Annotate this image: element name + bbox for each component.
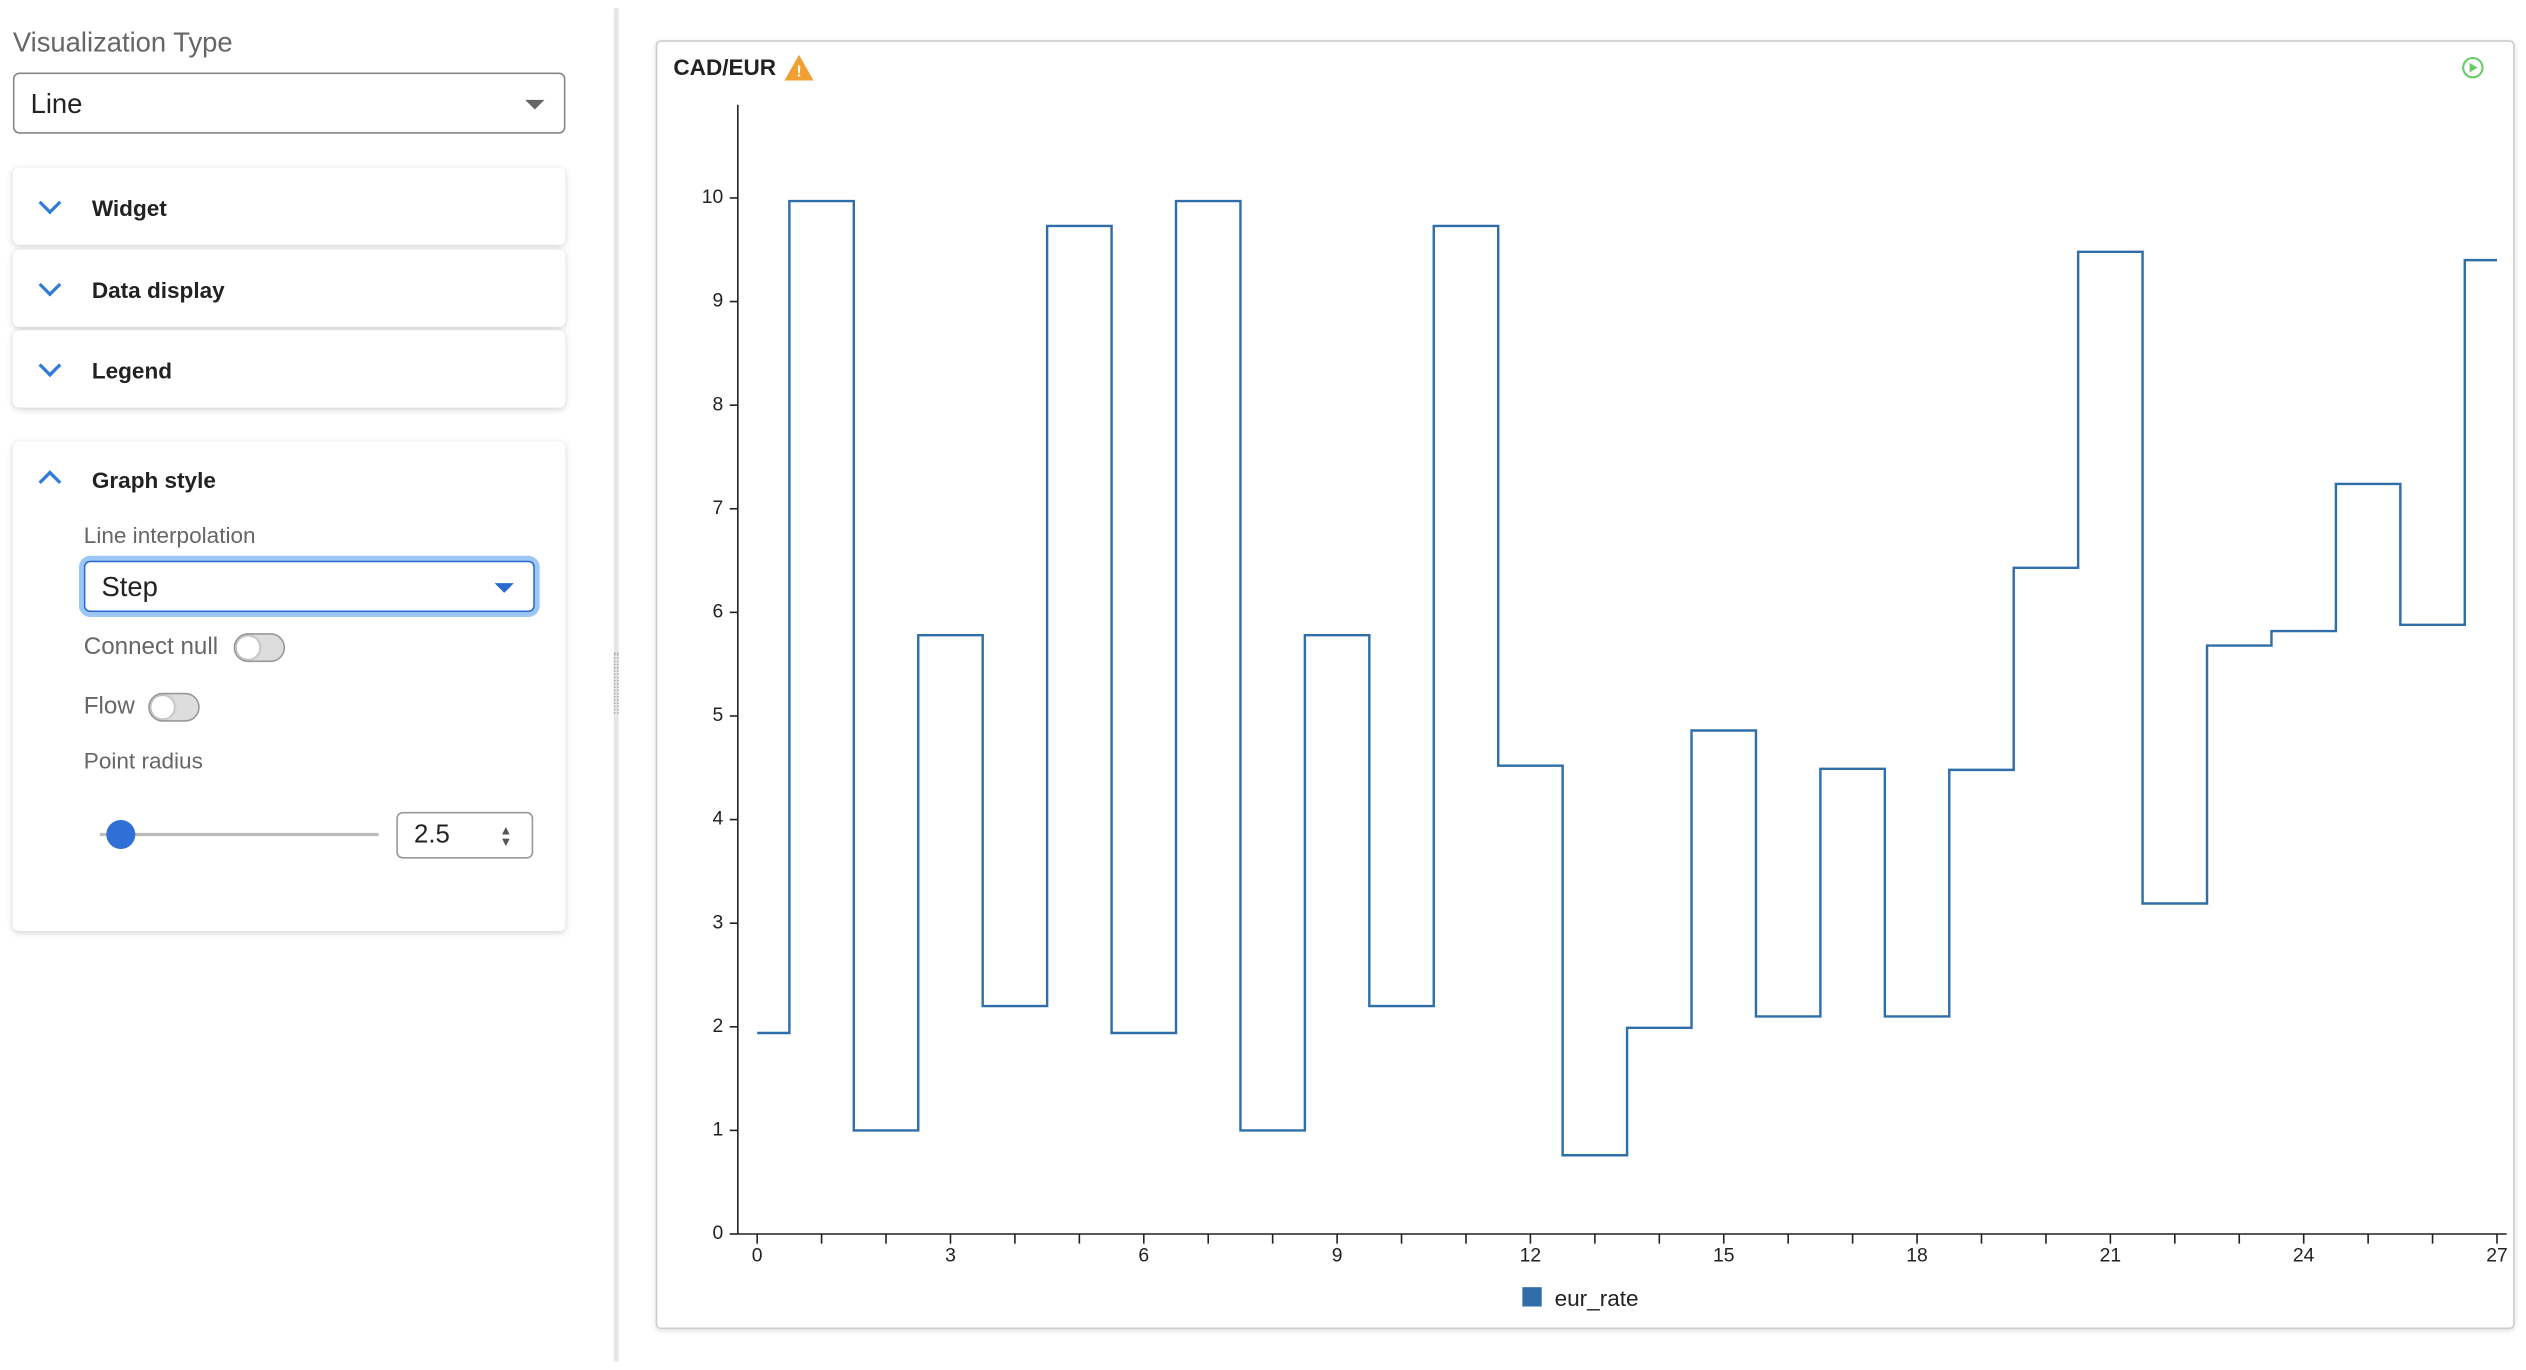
- x-tick-label: 18: [1906, 1246, 1927, 1267]
- legend-label: eur_rate: [1555, 1286, 1639, 1311]
- toggle[interactable]: [148, 692, 200, 722]
- y-tick-label: 2: [713, 1016, 724, 1037]
- divider: [613, 8, 619, 1362]
- x-tick-label: 3: [945, 1246, 956, 1267]
- spinner[interactable]: ▲ ▼: [499, 823, 513, 849]
- y-tick-label: 10: [702, 187, 724, 208]
- y-tick-label: 9: [713, 291, 724, 312]
- slider-knob[interactable]: [106, 819, 136, 849]
- x-tick-label: 21: [2100, 1246, 2122, 1267]
- legend-swatch: [1522, 1287, 1542, 1307]
- chart-title: CAD/EUR: [673, 55, 776, 80]
- divider-grip[interactable]: [613, 652, 619, 714]
- x-tick-label: 0: [752, 1246, 763, 1267]
- y-tick-label: 0: [713, 1223, 724, 1244]
- field-label: Flow: [83, 692, 135, 721]
- warning-icon[interactable]: [784, 54, 814, 81]
- x-tick-label: 9: [1332, 1246, 1343, 1267]
- y-tick-label: 3: [713, 912, 724, 933]
- dropdown-arrow: [494, 583, 514, 593]
- section-card[interactable]: Data display: [12, 249, 566, 328]
- x-tick-label: 12: [1520, 1246, 1542, 1267]
- x-tick-label: 24: [2293, 1246, 2315, 1267]
- warning-mark: !: [796, 63, 801, 81]
- section-card[interactable]: Legend: [12, 330, 566, 408]
- y-tick-label: 5: [713, 705, 724, 726]
- slider-track: [99, 832, 379, 837]
- field-label: Point radius: [83, 747, 203, 774]
- number-input[interactable]: 2.5 ▲ ▼: [396, 811, 534, 859]
- field-label: Connect null: [83, 633, 219, 661]
- field-label: Visualization Type: [12, 27, 233, 58]
- section-title[interactable]: Widget: [91, 194, 167, 221]
- section-title[interactable]: Legend: [91, 357, 173, 384]
- y-tick-label: 4: [713, 809, 724, 830]
- visualization-select[interactable]: Line: [12, 72, 566, 134]
- interpolation-select[interactable]: Step: [83, 560, 535, 613]
- run-icon[interactable]: [2462, 56, 2484, 79]
- graph-style-card: Graph style Line interpolation Step Conn…: [12, 441, 566, 932]
- y-tick-label: 6: [713, 601, 724, 622]
- y-tick-label: 8: [713, 394, 724, 415]
- field-label: Line interpolation: [83, 521, 256, 548]
- section-card[interactable]: Widget: [12, 167, 566, 245]
- dropdown-arrow: [525, 99, 545, 110]
- toggle[interactable]: [233, 633, 286, 663]
- x-tick-label: 6: [1138, 1246, 1149, 1267]
- y-tick-label: 7: [713, 498, 724, 519]
- section-title[interactable]: Graph style: [91, 467, 216, 493]
- section-title[interactable]: Data display: [91, 277, 225, 303]
- x-tick-label: 27: [2486, 1246, 2507, 1267]
- select-value: Line: [30, 88, 83, 120]
- select-value: Step: [101, 571, 158, 603]
- x-tick-label: 15: [1713, 1246, 1734, 1267]
- chart-panel: [655, 40, 2515, 1330]
- input-value: 2.5: [414, 821, 450, 849]
- series-line: [757, 199, 2498, 1157]
- y-tick-label: 1: [713, 1120, 724, 1141]
- run-icon-play: [2469, 62, 2478, 73]
